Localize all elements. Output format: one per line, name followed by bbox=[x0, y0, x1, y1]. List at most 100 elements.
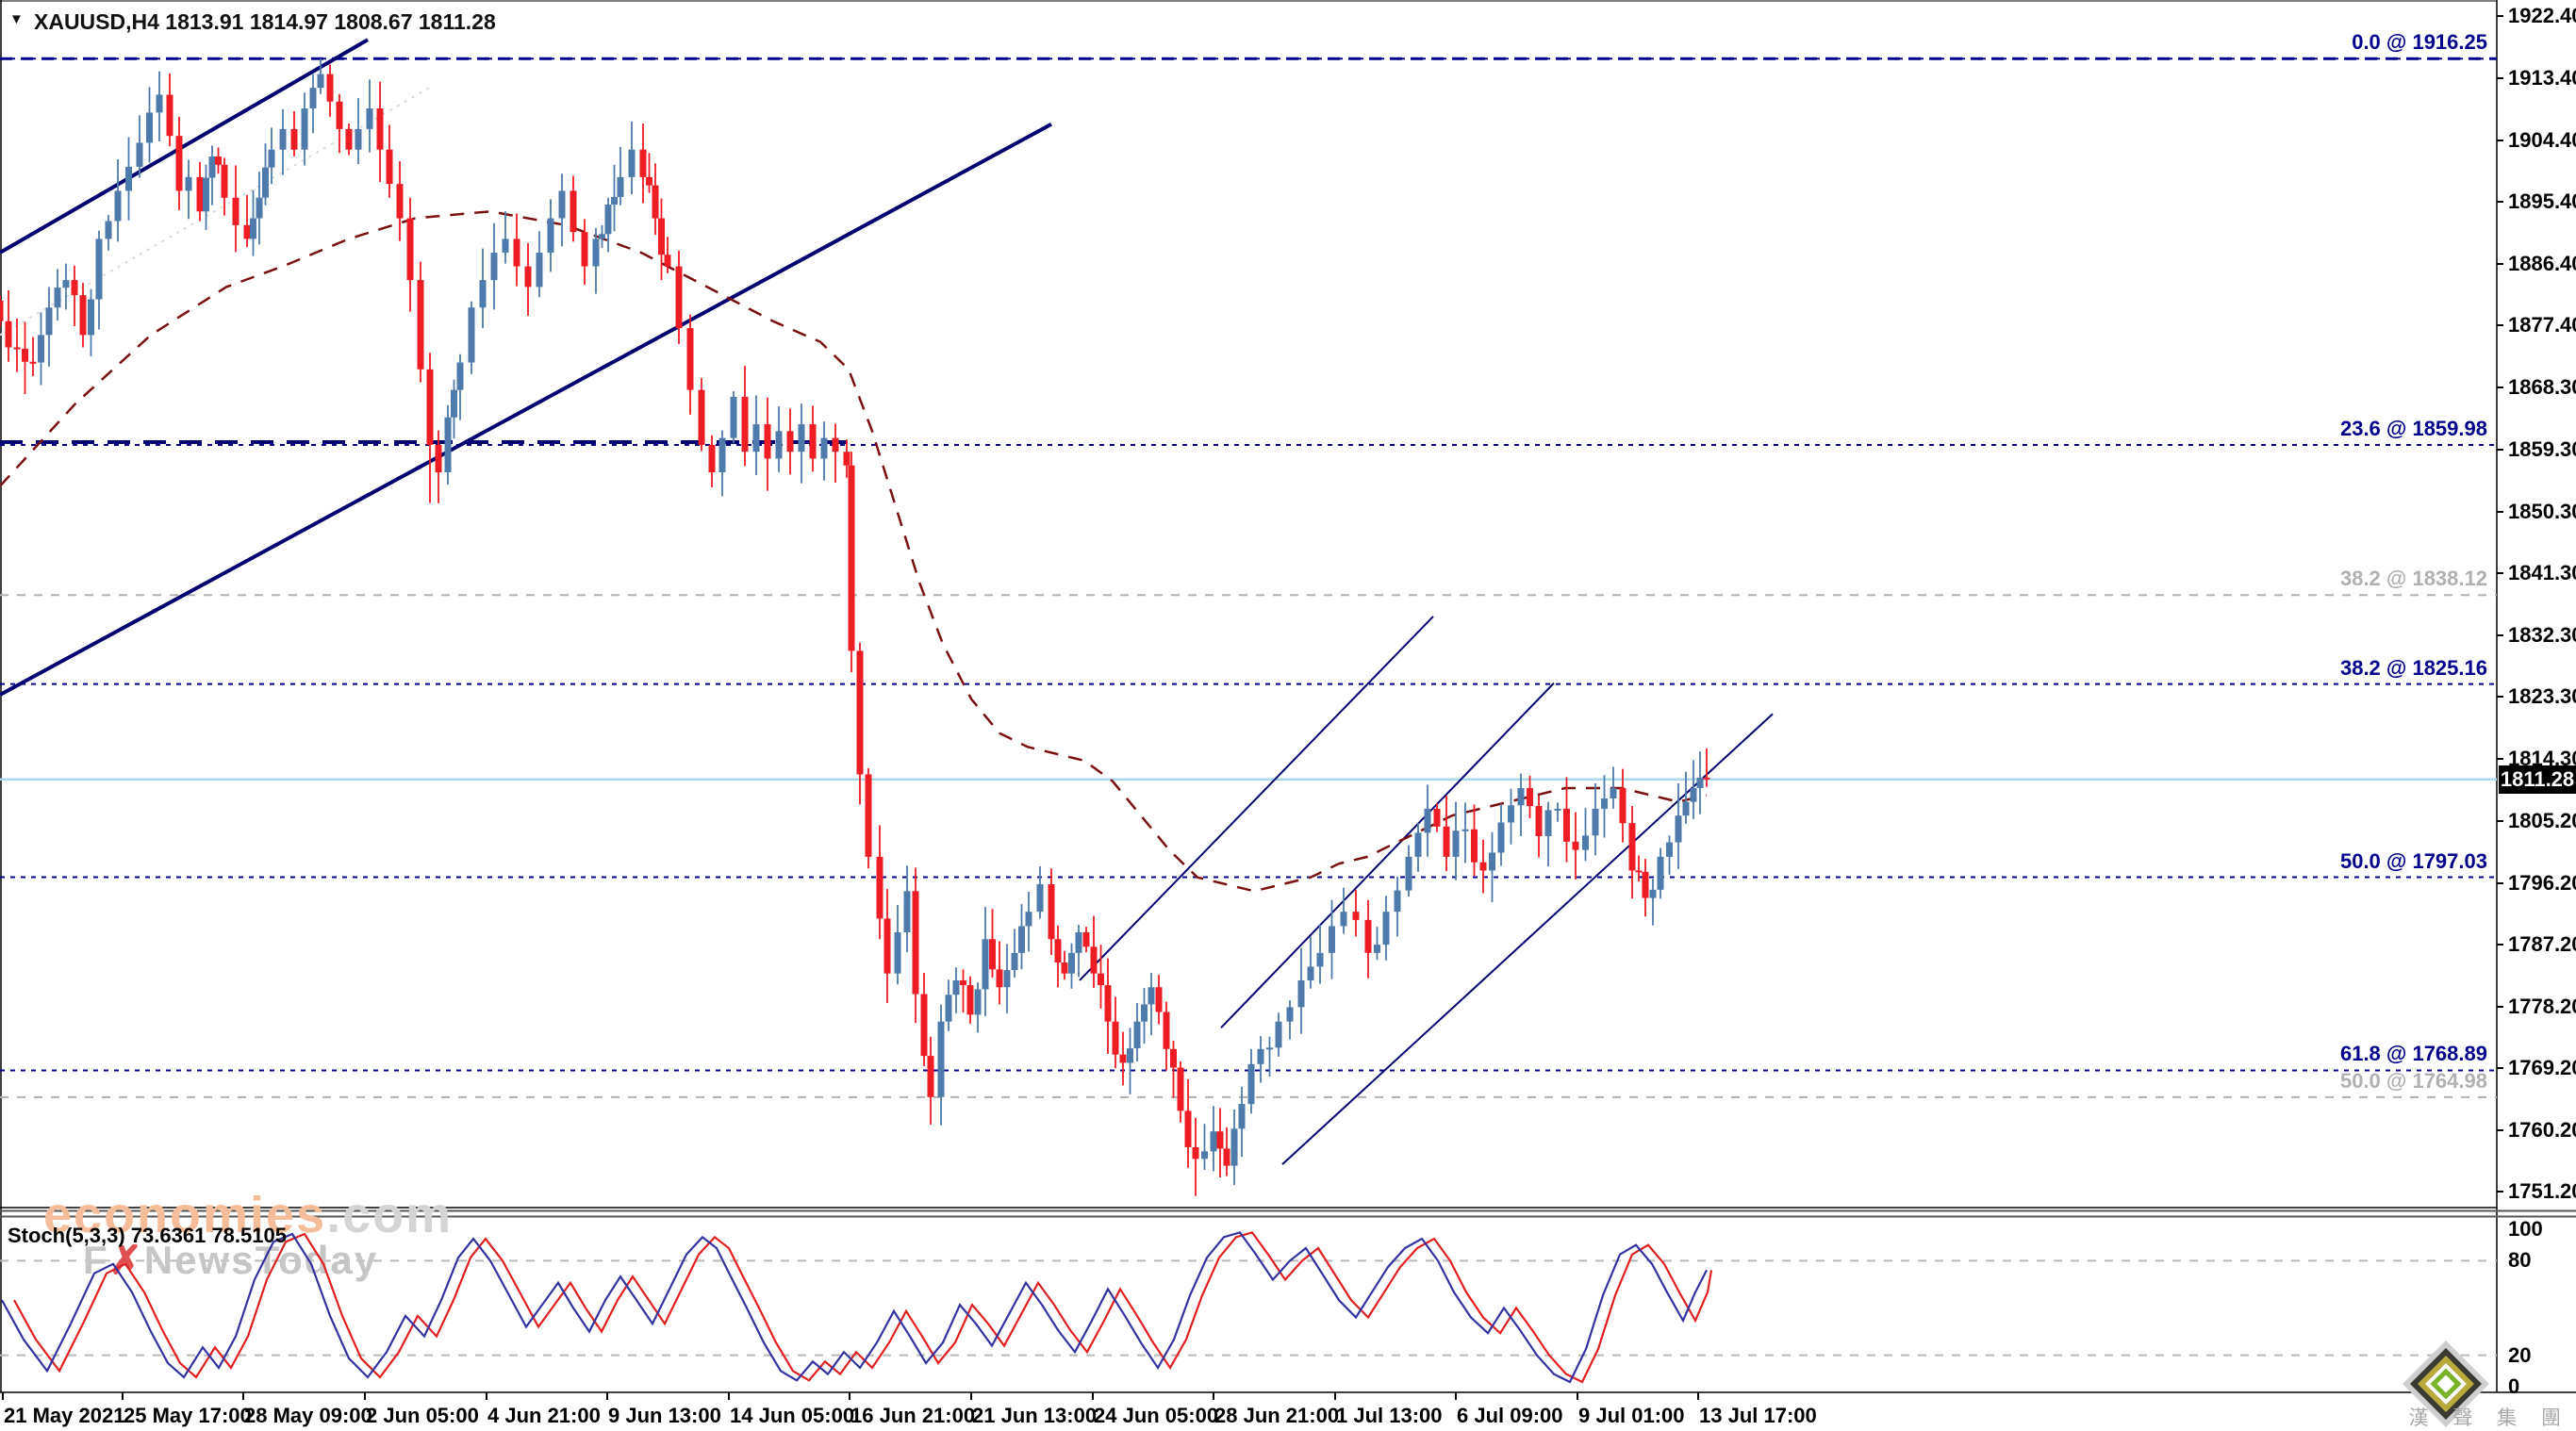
candle-body-up bbox=[1141, 1004, 1148, 1022]
time-tick-mark bbox=[849, 1392, 850, 1400]
candle-body-down bbox=[1535, 805, 1543, 837]
candle-body-down bbox=[1216, 1131, 1224, 1149]
candle-body-up bbox=[752, 424, 760, 452]
price-tick-label: 1841.30 bbox=[2508, 561, 2576, 585]
time-tick-mark bbox=[242, 1392, 244, 1400]
price-tick-mark bbox=[2497, 387, 2503, 389]
fib-level-label: 23.6 @ 1859.98 bbox=[2339, 417, 2487, 441]
candle-body-up bbox=[1690, 788, 1697, 802]
candle-body-up bbox=[1582, 835, 1589, 850]
candle-body-down bbox=[1628, 823, 1636, 871]
stoch-main-line bbox=[1, 1231, 1708, 1384]
candle-body-down bbox=[13, 347, 21, 350]
fib-level-label: 61.8 @ 1768.89 bbox=[2339, 1042, 2487, 1066]
candle-body-down bbox=[865, 774, 872, 857]
time-tick-label: 9 Jul 01:00 bbox=[1578, 1404, 1685, 1427]
candle-body-down bbox=[1635, 870, 1643, 873]
candle-body-up bbox=[547, 218, 554, 253]
time-tick-label: 14 Jun 05:00 bbox=[730, 1404, 855, 1427]
candle-body-down bbox=[698, 389, 705, 445]
time-tick-label: 21 Jun 13:00 bbox=[972, 1404, 1098, 1427]
candle-body-down bbox=[345, 128, 353, 150]
candle-body-down bbox=[175, 136, 183, 191]
candle-body-down bbox=[396, 184, 404, 219]
candle-body-up bbox=[599, 234, 605, 239]
stoch-signal-line bbox=[13, 1231, 1713, 1384]
candle-body-up bbox=[1025, 912, 1032, 927]
left-channel-upper bbox=[0, 38, 370, 255]
candle-body-down bbox=[764, 424, 771, 459]
candle-body-up bbox=[301, 108, 308, 150]
price-tick-label: 1787.20 bbox=[2508, 932, 2576, 957]
stoch-scale-label: 100 bbox=[2508, 1217, 2543, 1241]
candle-body-down bbox=[570, 190, 577, 233]
candle-body-down bbox=[71, 280, 78, 296]
candle-body-up bbox=[208, 156, 216, 178]
right-channel-upper bbox=[1079, 616, 1434, 981]
candle-body-up bbox=[1675, 815, 1682, 843]
candle-body-down bbox=[658, 218, 665, 255]
candle-body-up bbox=[1554, 808, 1561, 811]
candle-body-down bbox=[336, 101, 343, 129]
candle-body-up bbox=[444, 417, 452, 473]
candle-body-down bbox=[708, 444, 716, 473]
candle-body-up bbox=[1544, 810, 1552, 837]
left-channel-mid-dotted bbox=[0, 84, 435, 337]
candle-body-down bbox=[406, 218, 414, 281]
candle-body-down bbox=[652, 185, 659, 219]
current-price-badge: 1811.28 bbox=[2499, 765, 2576, 794]
candle-body-up bbox=[1394, 890, 1401, 913]
candle-body-down bbox=[215, 156, 222, 165]
price-tick-label: 1850.30 bbox=[2508, 499, 2576, 523]
chevron-down-icon[interactable]: ▼ bbox=[9, 11, 24, 27]
candle-body-up bbox=[1424, 808, 1431, 833]
candle-body-up bbox=[1148, 987, 1155, 1005]
price-tick-mark bbox=[2497, 572, 2503, 575]
candle-body-up bbox=[1508, 805, 1514, 823]
candle-body-up bbox=[279, 128, 287, 150]
price-tick-label: 1751.20 bbox=[2508, 1179, 2576, 1204]
price-tick-mark bbox=[2497, 324, 2503, 327]
candle-body-down bbox=[1364, 919, 1372, 953]
time-tick-label: 25 May 17:00 bbox=[124, 1404, 252, 1427]
candle-body-up bbox=[775, 431, 783, 459]
ma-dashed-line bbox=[0, 210, 1708, 893]
price-tick-label: 1778.20 bbox=[2508, 994, 2576, 1018]
candle-body-down bbox=[1112, 1021, 1119, 1055]
time-tick-mark bbox=[1092, 1392, 1094, 1400]
candle-body-down bbox=[1177, 1067, 1184, 1111]
candle-body-up bbox=[894, 931, 901, 974]
candle-body-up bbox=[256, 197, 263, 219]
candle-body-down bbox=[809, 424, 817, 459]
time-tick-label: 2 Jun 05:00 bbox=[366, 1404, 479, 1427]
candle-body-down bbox=[646, 176, 652, 186]
candle-body-up bbox=[1329, 926, 1335, 953]
price-tick-label: 1877.40 bbox=[2508, 313, 2576, 337]
candle-body-up bbox=[1036, 884, 1044, 913]
candle-body-up bbox=[156, 94, 163, 113]
candle-body-up bbox=[1247, 1063, 1255, 1105]
candle-body-down bbox=[79, 295, 87, 336]
time-tick-label: 21 May 2021 bbox=[4, 1404, 125, 1427]
candle-body-up bbox=[903, 891, 911, 932]
watermark-economies: economies.com bbox=[43, 1187, 454, 1243]
candle-body-down bbox=[435, 444, 442, 473]
brand-logo-diamond-layer bbox=[2425, 1363, 2467, 1405]
candle-body-up bbox=[982, 939, 989, 990]
fib-level-label: 38.2 @ 1838.12 bbox=[2339, 567, 2487, 591]
candle-body-up bbox=[95, 238, 103, 300]
candle-body-up bbox=[203, 177, 209, 212]
candle-body-up bbox=[366, 108, 373, 129]
candle-body-down bbox=[1479, 862, 1487, 871]
time-tick-mark bbox=[122, 1392, 124, 1400]
time-tick-label: 24 Jun 05:00 bbox=[1094, 1404, 1219, 1427]
candle-body-up bbox=[136, 142, 143, 167]
candle-body-down bbox=[1192, 1146, 1199, 1160]
time-tick-mark bbox=[1334, 1392, 1336, 1400]
candle-body-down bbox=[29, 361, 37, 364]
candle-body-up bbox=[1266, 1047, 1273, 1050]
candle-body-up bbox=[1297, 979, 1305, 1008]
candle-body-down bbox=[927, 1056, 934, 1097]
